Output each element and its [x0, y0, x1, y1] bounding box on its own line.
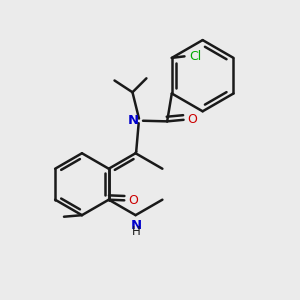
Text: H: H: [132, 225, 141, 238]
Text: O: O: [187, 113, 197, 126]
Text: N: N: [128, 114, 139, 127]
Text: Cl: Cl: [189, 50, 201, 63]
Text: O: O: [128, 194, 138, 207]
Text: N: N: [130, 219, 142, 232]
